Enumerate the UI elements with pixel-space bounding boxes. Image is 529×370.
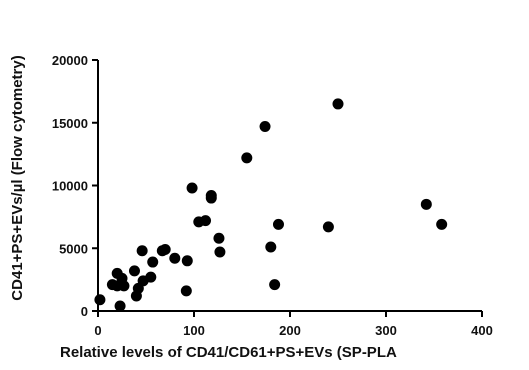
data-point: [128, 265, 140, 277]
data-point: [159, 244, 171, 256]
data-point: [169, 252, 181, 264]
x-tick-label: 0: [94, 323, 101, 338]
y-tick-label: 5000: [59, 241, 88, 256]
data-point: [145, 271, 157, 283]
data-point: [265, 241, 277, 253]
data-point: [241, 152, 253, 164]
y-axis-title: CD41+PS+EVs/µl (Flow cytometry): [9, 55, 26, 300]
axes: [97, 60, 482, 312]
data-point: [205, 190, 217, 202]
data-point: [114, 300, 126, 312]
x-tick-label: 300: [375, 323, 397, 338]
data-point: [118, 280, 130, 292]
data-point: [181, 255, 193, 267]
data-point: [269, 279, 281, 291]
data-point: [186, 182, 198, 194]
data-point: [420, 198, 432, 210]
data-point: [272, 218, 284, 230]
data-point: [332, 98, 344, 110]
y-tick-label: 10000: [52, 179, 88, 194]
x-axis-title: Relative levels of CD41/CD61+PS+EVs (SP-…: [60, 344, 397, 361]
data-point: [200, 215, 212, 227]
data-point: [180, 285, 192, 297]
x-tick-label: 100: [183, 323, 205, 338]
y-tick-label: 20000: [52, 53, 88, 68]
data-point: [94, 294, 106, 306]
data-point: [259, 121, 271, 133]
data-point: [436, 218, 448, 230]
x-ticks: 0 100 200 300 400: [94, 311, 493, 338]
data-point: [322, 221, 334, 233]
data-point: [147, 256, 159, 268]
y-tick-label: 0: [81, 304, 88, 319]
y-ticks: 0 5000 10000 15000 20000: [52, 53, 98, 319]
y-tick-label: 15000: [52, 116, 88, 131]
data-point: [213, 232, 225, 244]
x-tick-label: 200: [279, 323, 301, 338]
data-point: [136, 245, 148, 257]
x-tick-label: 400: [471, 323, 493, 338]
data-points: [94, 98, 448, 312]
data-point: [214, 246, 226, 258]
